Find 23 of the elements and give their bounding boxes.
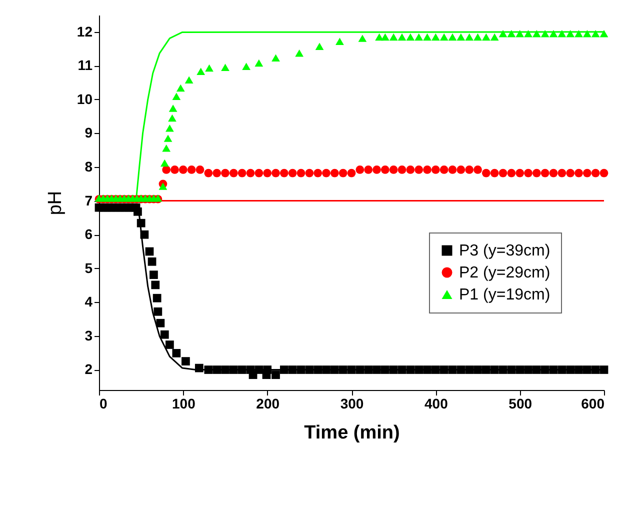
y-tick-label: 2 (84, 361, 93, 378)
y-tick-label: 4 (84, 294, 93, 310)
y-tick-label: 8 (84, 158, 93, 175)
y-tick-label: 11 (78, 57, 93, 74)
y-tick-label: 3 (84, 327, 93, 344)
y-tick-label: 6 (84, 226, 93, 242)
x-tick-label: 100 (172, 396, 196, 412)
x-axis-title: Time (min) (304, 422, 400, 444)
x-tick-label: 300 (340, 396, 364, 412)
legend-label: P1 (y=19cm) (459, 286, 550, 304)
y-tick-label: 12 (76, 23, 93, 40)
x-tick-label: 500 (508, 396, 532, 412)
x-tick-label: 200 (256, 396, 280, 412)
y-tick-label: 9 (84, 124, 93, 141)
x-tick-label: 600 (581, 396, 605, 412)
x-tick-label: 400 (424, 396, 448, 412)
legend-label: P3 (y=39cm) (459, 242, 550, 260)
y-tick-label: 5 (84, 260, 93, 276)
x-tick-label: 0 (100, 396, 108, 412)
y-tick-label: 10 (76, 90, 93, 107)
y-tick-label: 7 (84, 192, 93, 208)
y-axis-title: pH (44, 190, 66, 216)
legend-label: P2 (y=29cm) (459, 264, 550, 282)
